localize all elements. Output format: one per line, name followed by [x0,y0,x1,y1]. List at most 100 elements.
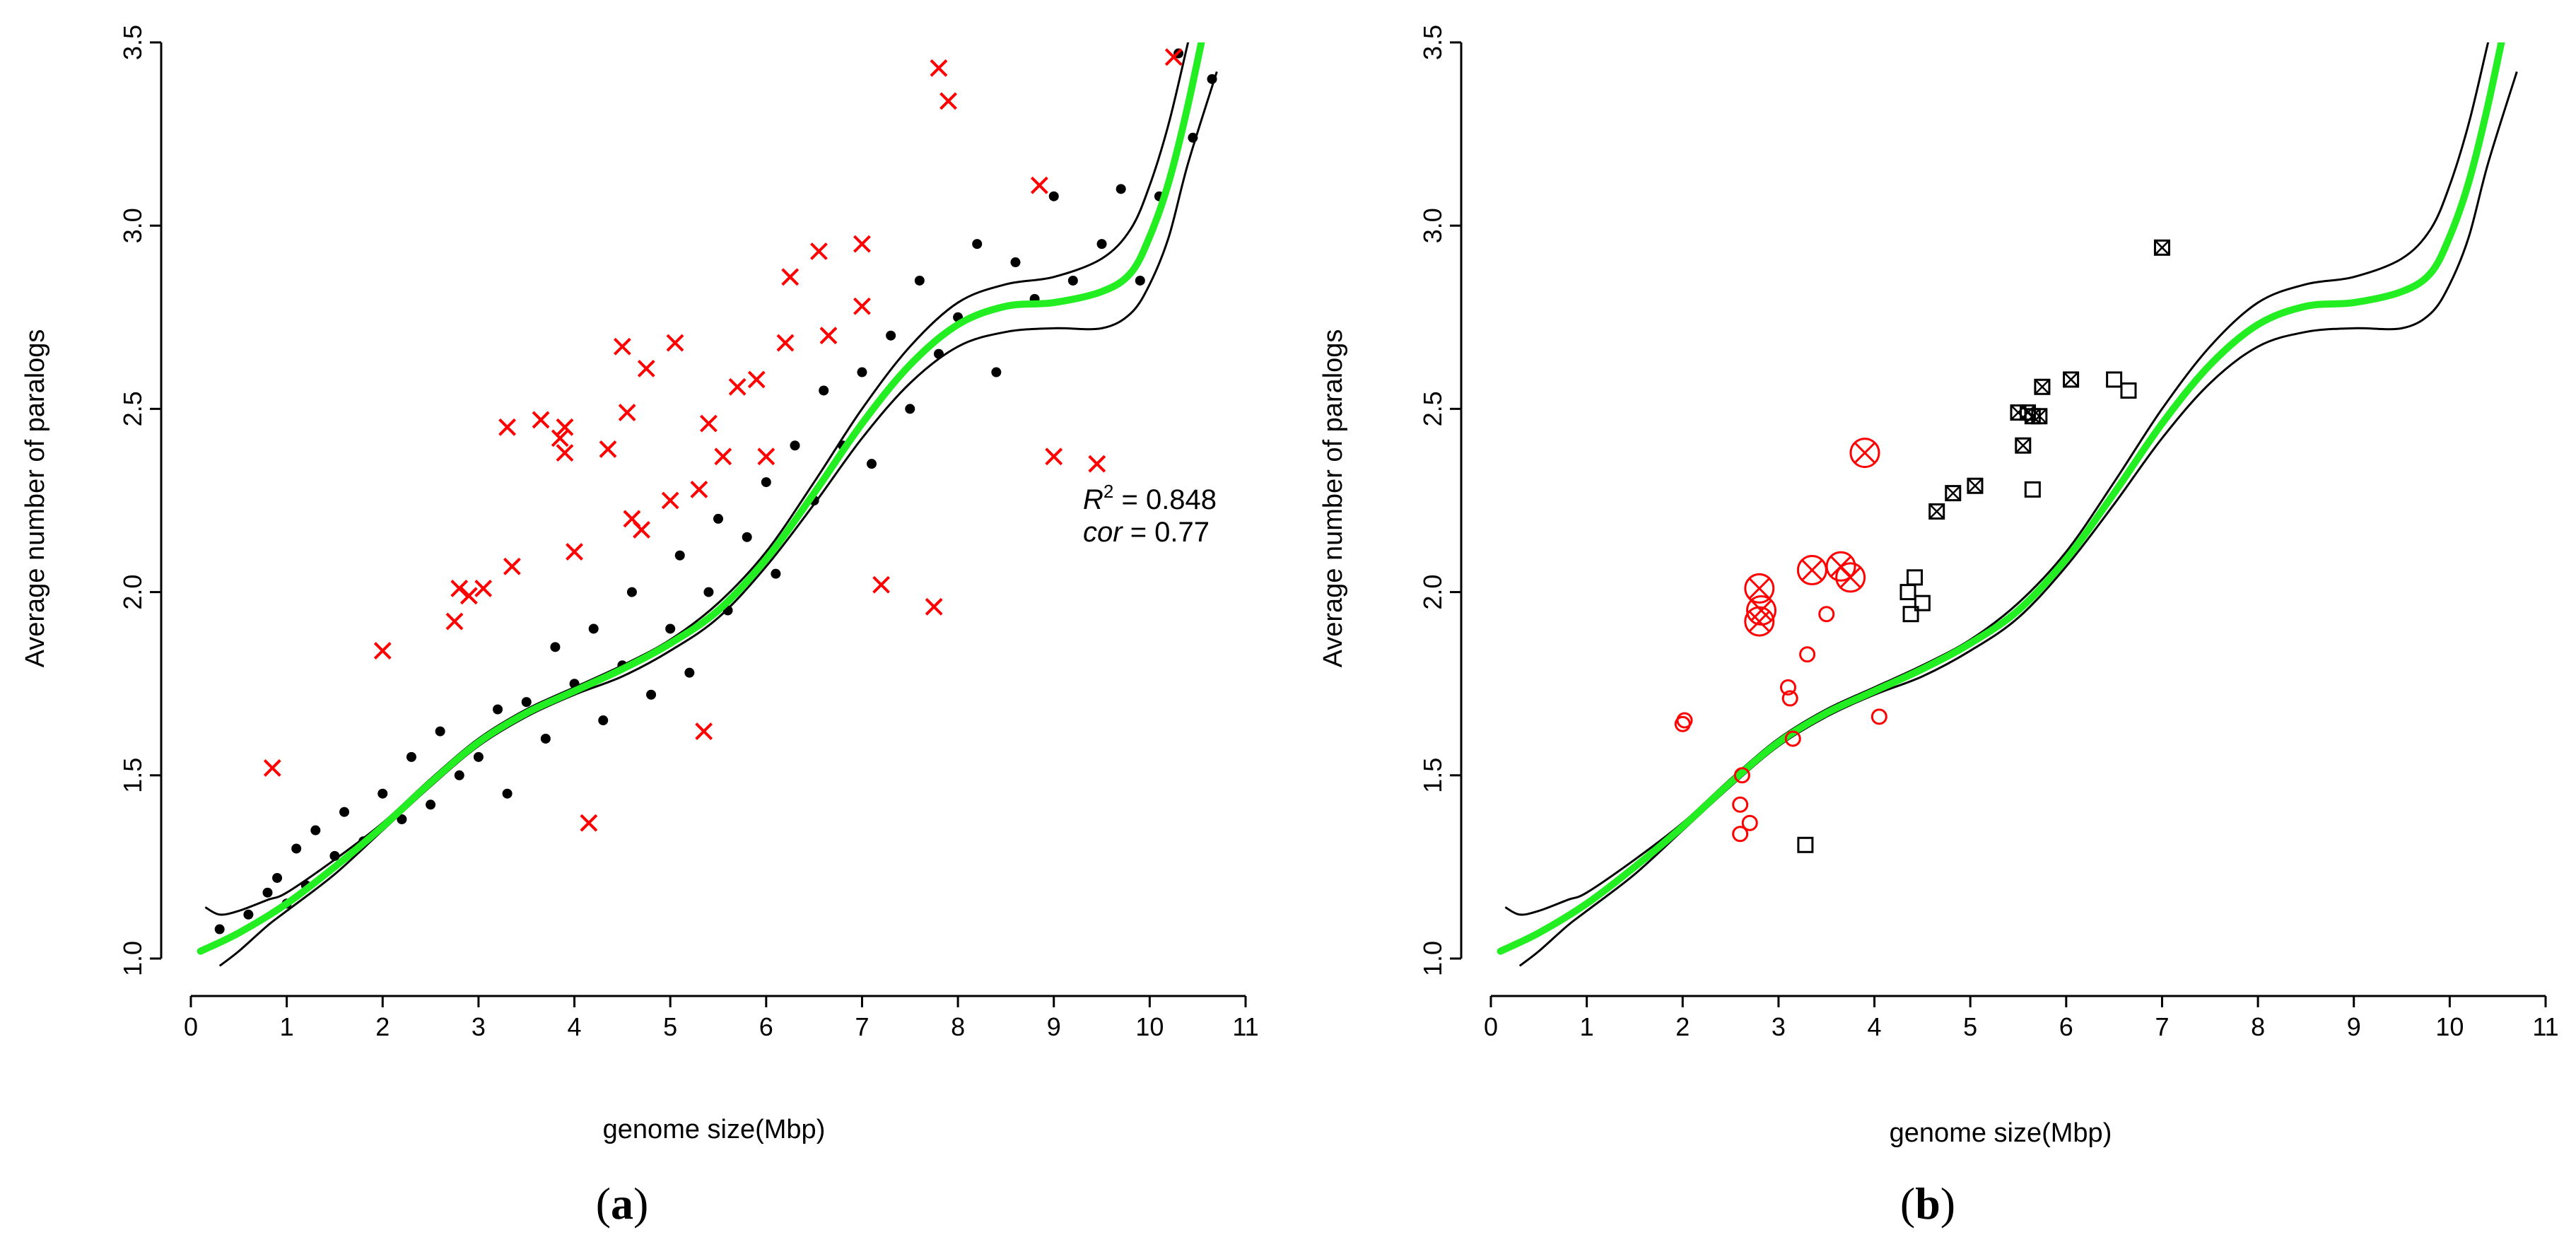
data-point-dot [540,733,551,744]
data-point-dot [291,843,302,854]
data-point-cross [1030,176,1048,194]
data-point-dot [493,704,503,715]
y-tick-label: 2.5 [1418,391,1447,426]
data-point-cross [1045,447,1063,466]
data-point-dot [1207,74,1217,84]
fit-curve-line [197,42,1205,955]
points-b [1674,239,2170,853]
data-point-cross [690,481,708,498]
cor-annotation: cor = 0.77 [1083,517,1210,548]
data-point-cross [450,580,469,597]
data-point-dot [972,239,983,250]
data-point-cross [613,337,631,356]
data-point-dot [626,587,637,597]
data-point-cross [503,557,521,575]
data-point-cross [1164,48,1183,66]
data-point-dot [426,799,436,810]
data-point-dot [771,568,781,579]
data-point-cross [445,612,464,631]
x-tick-label: 9 [1047,1012,1061,1041]
data-point-cross [633,521,650,539]
x-tick-label: 3 [1772,1012,1786,1041]
x-ticks-a: 0 1 2 3 4 5 6 7 8 9 10 11 [184,996,1259,1041]
x-tick-label: 8 [951,1012,965,1041]
data-point-circle [1870,708,1887,725]
data-point-cross [700,414,718,433]
data-point-circle [1676,712,1693,729]
data-point-cross [930,59,948,77]
data-point-square-cross [2015,437,2032,454]
panel-label-a: (a) [596,1178,649,1229]
panel-a: 1.0 1.5 2.0 2.5 3.0 3.5 0 1 2 3 4 5 6 7 8 9 10 11 genome… [21,25,1259,1229]
x-tick-label: 7 [2155,1012,2169,1041]
data-point-cross [556,444,574,462]
data-point-circle [1741,814,1758,831]
data-point-cross [695,722,713,741]
y-tick-label: 1.5 [1418,758,1447,793]
data-point-circle [1781,690,1798,707]
data-point-circle-cross [1744,573,1775,604]
x-tick-label: 5 [1963,1012,1977,1041]
data-point-dot [674,550,685,561]
data-point-square [1914,594,1931,611]
data-point-dot [406,751,416,762]
data-point-dot [588,623,599,634]
annotation-a: R2 = 0.848 cor = 0.77 [1083,481,1217,548]
data-point-cross [925,597,943,616]
data-point-cross [781,268,800,286]
band-upper-line [204,42,1190,916]
data-point-dot [867,459,877,469]
fit-curve-b [1497,42,2505,955]
data-point-dot [521,697,532,708]
data-point-cross [661,491,679,510]
data-point-cross [776,334,795,352]
data-point-dot [742,532,752,542]
data-point-dot [243,909,254,920]
data-point-square-cross [1928,503,1945,520]
data-point-dot [1116,184,1126,194]
x-axis-title-b: genome size(Mbp) [1890,1118,2112,1148]
x-tick-label: 3 [472,1012,486,1041]
x-tick-label: 1 [1580,1012,1594,1041]
data-point-square-cross [1967,477,1984,494]
x-tick-label: 5 [663,1012,677,1041]
data-point-square [1907,569,1924,586]
data-point-square-cross [2031,408,2048,425]
data-point-square [1797,836,1814,853]
x-tick-label: 6 [2059,1012,2073,1041]
data-point-circle [1779,679,1796,696]
data-point-dot [598,715,609,726]
data-point-square [2120,382,2137,399]
y-axis-title-a: Average number of paralogs [21,329,50,668]
data-point-cross [666,334,684,352]
data-point-dot [272,872,283,883]
points-a [214,48,1217,935]
data-point-dot [502,788,513,799]
data-point-cross [532,411,550,429]
data-point-dot [550,642,561,652]
data-point-dot [665,623,676,634]
data-point-cross [872,575,890,594]
data-point-dot [1048,191,1059,201]
confidence-band-b [1504,42,2518,967]
data-point-dot [1188,132,1198,143]
data-point-dot [310,825,321,836]
x-tick-label: 8 [2251,1012,2265,1041]
data-point-square [2024,481,2041,498]
y-tick-label: 3.0 [118,208,147,243]
data-point-dot [377,788,388,799]
y-tick-label: 2.5 [118,391,147,426]
data-point-square-cross [2153,239,2170,256]
data-point-dot [1067,275,1078,286]
data-point-cross [618,404,636,421]
confidence-band-a [204,42,1218,967]
data-point-dot [933,348,944,359]
data-point-dot [761,477,771,488]
data-point-circle [1732,796,1749,813]
r2-annotation: R2 = 0.848 [1083,481,1217,515]
x-tick-label: 4 [1868,1012,1882,1041]
data-point-dot [819,385,829,396]
fit-curve-line [1497,42,2505,955]
x-tick-label: 10 [2435,1012,2464,1041]
